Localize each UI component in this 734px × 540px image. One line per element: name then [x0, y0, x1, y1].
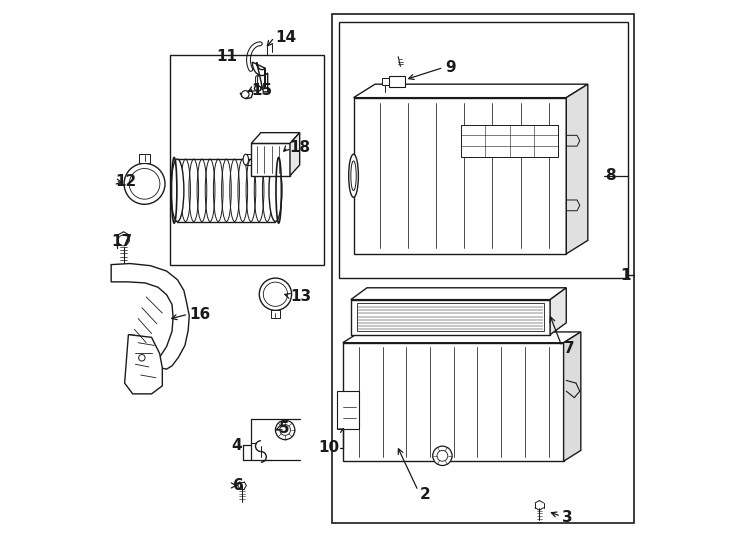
Polygon shape [290, 133, 299, 176]
Polygon shape [343, 343, 564, 461]
Polygon shape [550, 288, 567, 335]
Circle shape [124, 164, 165, 204]
Bar [170, 55, 324, 265]
Circle shape [241, 91, 249, 98]
Text: 3: 3 [562, 510, 573, 525]
Polygon shape [251, 144, 290, 176]
Polygon shape [461, 125, 558, 157]
Text: 4: 4 [231, 437, 242, 453]
Polygon shape [354, 84, 588, 98]
Bar [339, 22, 628, 278]
Text: 12: 12 [115, 174, 137, 188]
Text: 8: 8 [606, 168, 617, 183]
Circle shape [129, 168, 160, 199]
Circle shape [264, 282, 288, 306]
Polygon shape [354, 98, 567, 254]
Bar [332, 14, 633, 523]
Ellipse shape [351, 161, 356, 191]
Polygon shape [252, 62, 268, 92]
Polygon shape [343, 332, 581, 343]
Polygon shape [564, 332, 581, 461]
Polygon shape [118, 232, 129, 245]
Text: 9: 9 [445, 60, 456, 75]
Polygon shape [382, 78, 388, 85]
Ellipse shape [269, 159, 282, 221]
Text: 11: 11 [217, 49, 237, 64]
Polygon shape [139, 154, 150, 164]
Bar [271, 310, 280, 318]
Text: 13: 13 [291, 289, 312, 305]
Polygon shape [351, 300, 550, 335]
Text: 17: 17 [111, 234, 132, 249]
Text: 7: 7 [564, 341, 574, 356]
Text: 2: 2 [420, 487, 431, 502]
Polygon shape [351, 288, 567, 300]
Ellipse shape [171, 159, 184, 221]
Polygon shape [567, 84, 588, 254]
Text: 5: 5 [279, 421, 290, 436]
Text: 14: 14 [275, 30, 297, 45]
Polygon shape [125, 335, 162, 394]
Text: 6: 6 [233, 478, 244, 493]
Polygon shape [251, 133, 299, 144]
Circle shape [139, 355, 145, 361]
Circle shape [275, 420, 295, 440]
Ellipse shape [349, 154, 358, 197]
Text: 1: 1 [620, 268, 631, 283]
Text: 18: 18 [289, 140, 310, 154]
Text: 10: 10 [318, 440, 339, 455]
Polygon shape [111, 264, 189, 374]
Ellipse shape [255, 86, 261, 91]
Text: 16: 16 [189, 307, 211, 322]
Polygon shape [388, 76, 404, 87]
Circle shape [259, 278, 291, 310]
Circle shape [118, 235, 129, 246]
Ellipse shape [243, 154, 249, 165]
Polygon shape [338, 391, 359, 429]
Circle shape [433, 446, 452, 465]
Text: 15: 15 [251, 83, 272, 98]
